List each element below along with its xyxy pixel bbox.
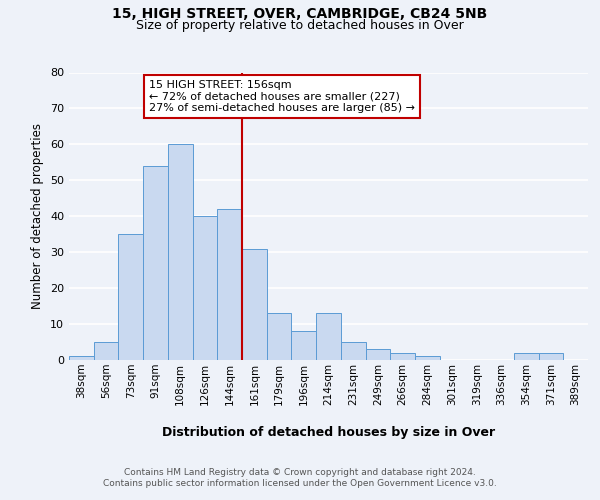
- Bar: [365, 349, 390, 360]
- Text: Size of property relative to detached houses in Over: Size of property relative to detached ho…: [136, 19, 464, 32]
- Y-axis label: Number of detached properties: Number of detached properties: [31, 123, 44, 309]
- Text: 15, HIGH STREET, OVER, CAMBRIDGE, CB24 5NB: 15, HIGH STREET, OVER, CAMBRIDGE, CB24 5…: [112, 8, 488, 22]
- Bar: [539, 353, 563, 360]
- Bar: [316, 314, 341, 360]
- Bar: [390, 353, 415, 360]
- Bar: [267, 314, 292, 360]
- Bar: [514, 353, 539, 360]
- Bar: [242, 248, 267, 360]
- Bar: [143, 166, 168, 360]
- Bar: [94, 342, 118, 360]
- Bar: [292, 331, 316, 360]
- Text: Contains public sector information licensed under the Open Government Licence v3: Contains public sector information licen…: [103, 480, 497, 488]
- Text: 15 HIGH STREET: 156sqm
← 72% of detached houses are smaller (227)
27% of semi-de: 15 HIGH STREET: 156sqm ← 72% of detached…: [149, 80, 415, 113]
- Bar: [118, 234, 143, 360]
- Bar: [193, 216, 217, 360]
- Text: Contains HM Land Registry data © Crown copyright and database right 2024.: Contains HM Land Registry data © Crown c…: [124, 468, 476, 477]
- Bar: [415, 356, 440, 360]
- Bar: [341, 342, 365, 360]
- Bar: [69, 356, 94, 360]
- Bar: [217, 209, 242, 360]
- Bar: [168, 144, 193, 360]
- Text: Distribution of detached houses by size in Over: Distribution of detached houses by size …: [162, 426, 496, 439]
